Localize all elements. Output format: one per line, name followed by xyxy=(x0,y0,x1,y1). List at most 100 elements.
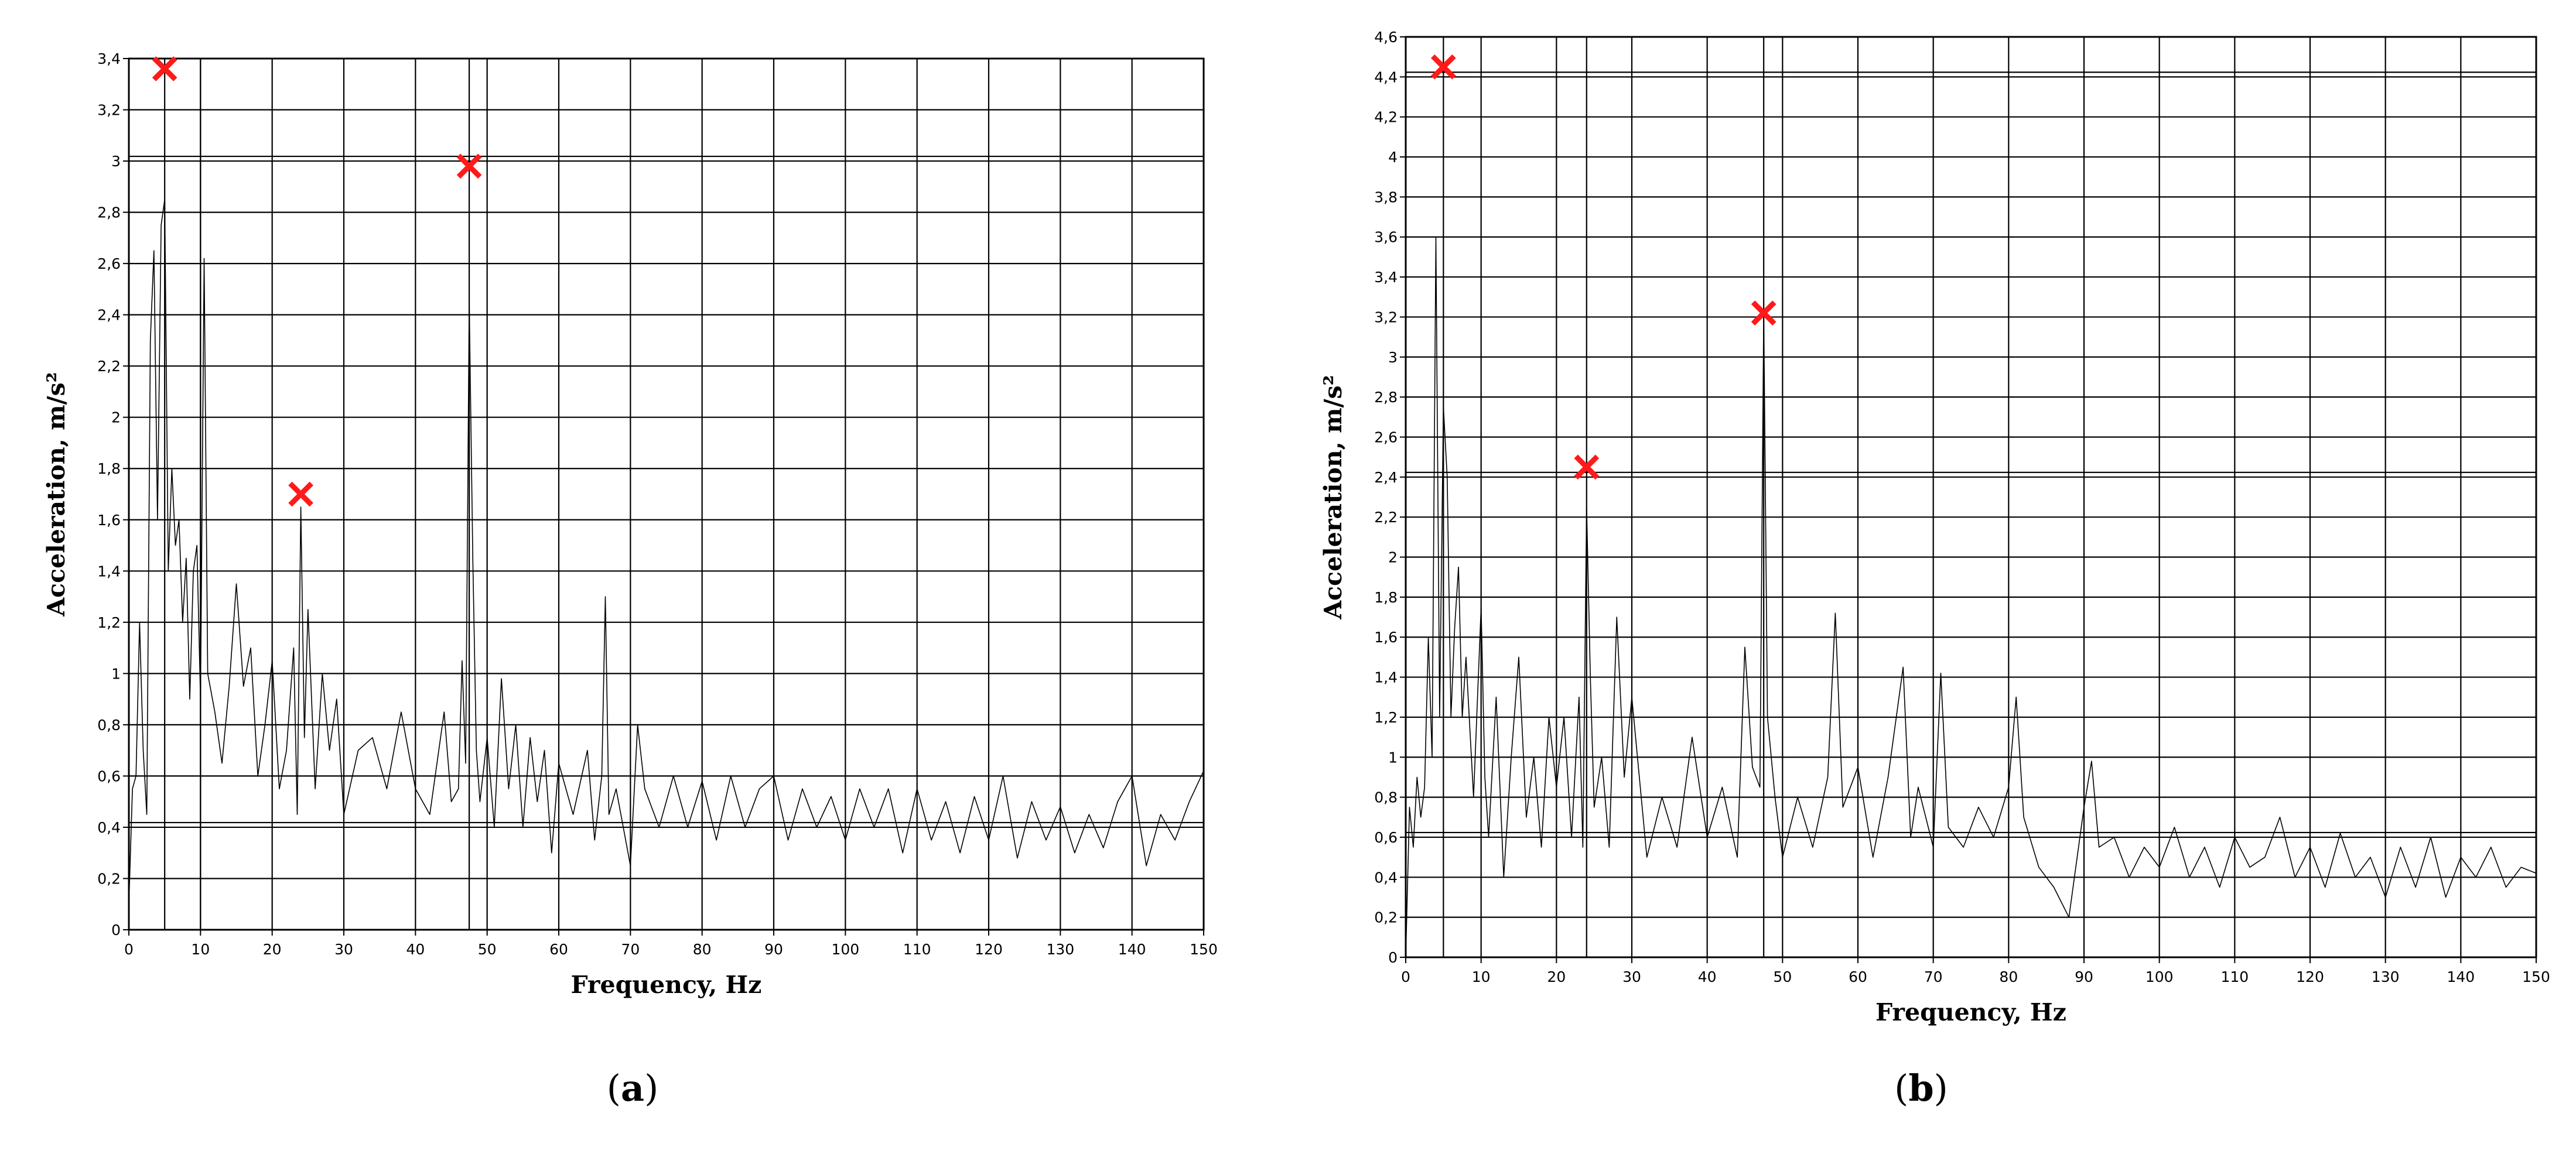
panel-a-ytick-label-0: 0 xyxy=(111,922,121,939)
panel-b-ytick-label-10: 2 xyxy=(1388,549,1398,566)
panel-b-grid xyxy=(1405,36,2537,958)
panel-b-ytick-label-11: 2,2 xyxy=(1374,509,1398,526)
panel-b-ytick-label-0: 0 xyxy=(1388,949,1398,966)
panel-b-ytick-label-2: 0,4 xyxy=(1374,869,1398,886)
panel-b-spectrum-line xyxy=(1405,236,2537,958)
panel-b-ytick-label-4: 0,8 xyxy=(1374,789,1398,806)
panel-a-ytick-label-1: 0,2 xyxy=(97,870,121,887)
panel-a-ytick-label-14: 2,8 xyxy=(97,204,121,221)
panel-a-ytick-label-8: 1,6 xyxy=(97,512,121,529)
panel-b-xtick-label-14: 140 xyxy=(2447,968,2475,985)
panel-b-caption-close: ) xyxy=(1934,1067,1948,1110)
panel-b-xtick-label-5: 50 xyxy=(1773,968,1792,985)
panel-a-caption: (a) xyxy=(607,1067,659,1110)
panel-a-ytick-label-6: 1,2 xyxy=(97,614,121,631)
panel-a-xtick-label-9: 90 xyxy=(764,941,783,958)
panel-b-ytick-label-8: 1,6 xyxy=(1374,629,1398,646)
panel-a-caption-letter: a xyxy=(621,1067,644,1110)
panel-b-peak-marker-0-stroke-2 xyxy=(1430,54,1456,80)
panel-a-xtick-label-12: 120 xyxy=(975,941,1003,958)
panel-a-xtick-label-13: 130 xyxy=(1046,941,1074,958)
panel-a-xtick-label-15: 150 xyxy=(1190,941,1218,958)
panel-b-xtick-label-1: 10 xyxy=(1472,968,1491,985)
panel-b-chart: 0 10 20 30 40 50 60 70 80 90 100 110 120 130 140 150 0 0,… xyxy=(1319,29,2550,1026)
panel-b-caption-letter: b xyxy=(1908,1067,1933,1110)
panel-a-xtick-label-1: 10 xyxy=(191,941,210,958)
panel-b-peak-marker-1 xyxy=(1574,454,1600,480)
panel-b-xtick-label-6: 60 xyxy=(1849,968,1867,985)
panel-b-xaxis-title: Frequency, Hz xyxy=(1875,998,2066,1026)
panel-a-xtick-label-5: 50 xyxy=(478,941,497,958)
panel-a-yaxis-title: Acceleration, m/s² xyxy=(42,372,70,617)
panel-b-yaxis-title: Acceleration, m/s² xyxy=(1319,375,1347,619)
panel-a-ytick-label-11: 2,2 xyxy=(97,358,121,375)
panel-b-ytick-label-17: 3,4 xyxy=(1374,269,1398,286)
panel-a-caption-close: ) xyxy=(644,1067,658,1110)
panel-b-caption: (b) xyxy=(1894,1067,1948,1110)
panel-b-plot-frame xyxy=(1405,36,2537,958)
panel-b-ytick-label-23: 4,6 xyxy=(1374,29,1398,46)
panel-a-peak-marker-1 xyxy=(288,481,313,507)
panel-a-grid xyxy=(128,57,1205,931)
panel-b-ytick-label-3: 0,6 xyxy=(1374,829,1398,846)
panel-b-xtick-label-10: 100 xyxy=(2145,968,2174,985)
panel-a-xtick-label-11: 110 xyxy=(903,941,931,958)
panel-a-ytick-label-13: 2,6 xyxy=(97,255,121,272)
panel-a-ytick-label-10: 2 xyxy=(111,409,121,426)
panel-b-peak-marker-1-stroke-2 xyxy=(1574,454,1600,480)
panel-b-xtick-label-11: 110 xyxy=(2220,968,2249,985)
panel-b-xtick-label-4: 40 xyxy=(1698,968,1717,985)
panel-a-caption-open: ( xyxy=(607,1067,621,1110)
panel-a-ytick-label-2: 0,4 xyxy=(97,819,121,836)
panel-a-chart: 0 10 20 30 40 50 60 70 80 90 100 110 120 130 140 150 0 0,… xyxy=(42,50,1218,999)
panel-a-xtick-label-8: 80 xyxy=(693,941,712,958)
panel-a-xtick-label-4: 40 xyxy=(406,941,425,958)
panel-a-ytick-label-9: 1,8 xyxy=(97,460,121,477)
panel-a-ytick-label-5: 1 xyxy=(111,665,121,682)
panel-b-xtick-label-9: 90 xyxy=(2075,968,2093,985)
panel-a-peak-marker-0 xyxy=(152,56,177,81)
panel-b-xtick-label-2: 20 xyxy=(1547,968,1566,985)
panel-a-peak-marker-2 xyxy=(456,153,482,179)
panel-a-plot-frame xyxy=(128,57,1205,931)
panel-b-xtick-label-12: 120 xyxy=(2296,968,2324,985)
panel-b-ytick-label-22: 4,4 xyxy=(1374,69,1398,85)
panel-b-ytick-label-7: 1,4 xyxy=(1374,669,1398,686)
panel-b-xtick-label-15: 150 xyxy=(2522,968,2550,985)
panel-a-xtick-label-10: 100 xyxy=(831,941,859,958)
panel-b-ytick-label-5: 1 xyxy=(1388,749,1398,766)
panel-a-xaxis-title: Frequency, Hz xyxy=(571,971,762,999)
panel-a-ytick-label-3: 0,6 xyxy=(97,768,121,785)
panel-b-ytick-label-9: 1,8 xyxy=(1374,589,1398,606)
panel-a-ytick-label-7: 1,4 xyxy=(97,563,121,580)
panel-a-ytick-label-12: 2,4 xyxy=(97,307,121,324)
panel-b-xtick-label-7: 70 xyxy=(1924,968,1943,985)
panel-a-ytick-label-4: 0,8 xyxy=(97,717,121,734)
panel-b-ytick-label-13: 2,6 xyxy=(1374,429,1398,446)
panel-a-xtick-label-14: 140 xyxy=(1118,941,1146,958)
panel-b-ytick-label-21: 4,2 xyxy=(1374,109,1398,126)
panel-b-xtick-label-13: 130 xyxy=(2372,968,2400,985)
panel-a-xtick-label-2: 20 xyxy=(263,941,282,958)
panel-b-xtick-label-8: 80 xyxy=(1999,968,2018,985)
panel-a-xtick-label-7: 70 xyxy=(621,941,640,958)
panel-b-ytick-label-14: 2,8 xyxy=(1374,389,1398,406)
panel-a-peak-marker-2-stroke-2 xyxy=(456,153,482,179)
panel-b-ytick-label-19: 3,8 xyxy=(1374,189,1398,206)
panel-a-ytick-label-15: 3 xyxy=(111,153,121,170)
panel-b-ytick-label-20: 4 xyxy=(1388,149,1398,166)
panel-b-caption-open: ( xyxy=(1894,1067,1908,1110)
panel-b-xtick-label-0: 0 xyxy=(1401,968,1410,985)
panel-a-xtick-label-6: 60 xyxy=(549,941,568,958)
panel-a-ytick-label-17: 3,4 xyxy=(97,50,121,67)
panel-a-xtick-label-0: 0 xyxy=(124,941,134,958)
panel-b-xtick-label-3: 30 xyxy=(1622,968,1641,985)
panel-b-ytick-label-18: 3,6 xyxy=(1374,229,1398,246)
panel-a-spectrum-line xyxy=(128,198,1204,905)
panel-b-peak-marker-0 xyxy=(1430,54,1456,80)
panel-b-peak-marker-2 xyxy=(1751,300,1776,326)
panel-b-ytick-label-1: 0,2 xyxy=(1374,909,1398,926)
panel-a-peak-marker-0-stroke-2 xyxy=(152,56,177,81)
panel-b-ytick-label-15: 3 xyxy=(1388,349,1398,366)
